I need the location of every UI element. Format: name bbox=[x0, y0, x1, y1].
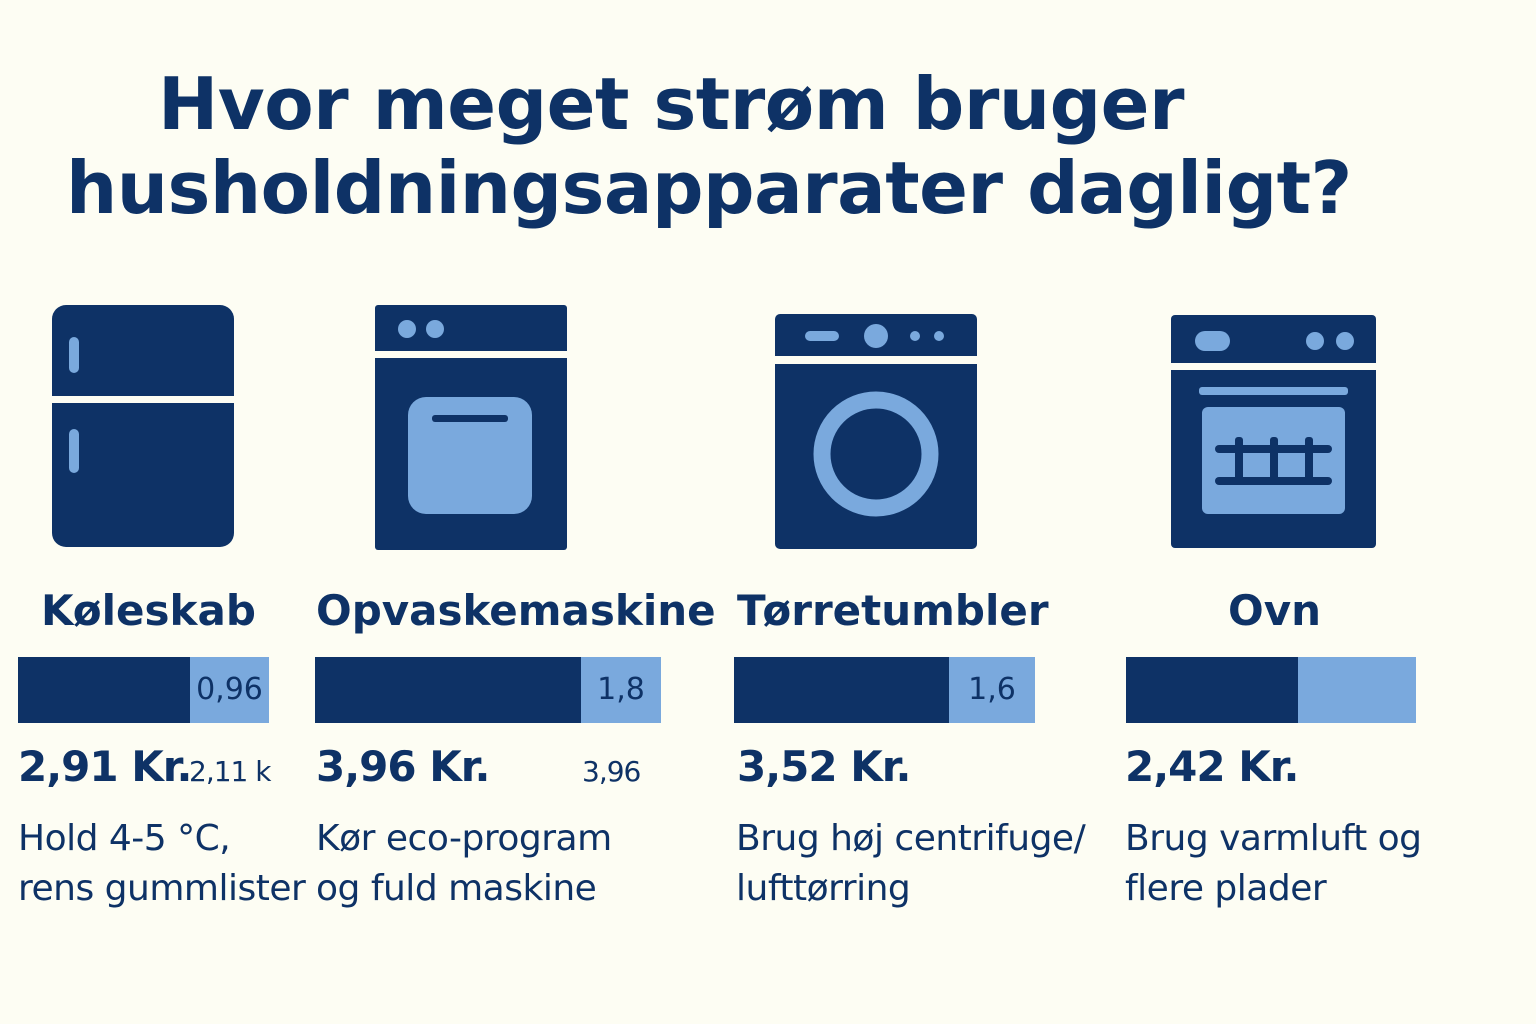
tip-line: rens gummlister bbox=[18, 868, 306, 909]
tip-torretumbler: Brug høj centrifuge/ lufttørring bbox=[736, 814, 1086, 914]
tip-line: Kør eco-program bbox=[316, 818, 612, 859]
cost-torretumbler: 3,52 Kr. bbox=[737, 742, 911, 791]
usage-bar-ovn bbox=[1126, 657, 1416, 723]
oven-icon bbox=[1171, 315, 1376, 548]
appliance-name-ovn: Ovn bbox=[1228, 586, 1321, 635]
cost-koleskab: 2,91 Kr. bbox=[18, 742, 192, 791]
tip-line: Hold 4-5 °C, bbox=[18, 818, 231, 859]
usage-bar-opvaskemaskine: 1,8 bbox=[315, 657, 661, 723]
usage-bar-dark-segment bbox=[734, 657, 949, 723]
usage-bar-label: 0,96 bbox=[190, 657, 269, 723]
tip-line: og fuld maskine bbox=[316, 868, 597, 909]
page-title: Hvor meget strøm bruger husholdningsappa… bbox=[0, 62, 1536, 230]
usage-bar-label: 1,6 bbox=[949, 657, 1035, 723]
usage-bar-dark-segment bbox=[315, 657, 581, 723]
dishwasher-icon bbox=[375, 305, 567, 550]
fridge-icon bbox=[52, 305, 234, 547]
tip-ovn: Brug varmluft og flere plader bbox=[1125, 814, 1422, 914]
appliance-name-opvaskemaskine: Opvaskemaskine bbox=[316, 586, 716, 635]
appliance-name-torretumbler: Tørretumbler bbox=[737, 586, 1049, 635]
title-line-1: Hvor meget strøm bruger bbox=[158, 62, 1184, 146]
tip-line: Brug høj centrifuge/ bbox=[736, 818, 1086, 859]
usage-bar-torretumbler: 1,6 bbox=[734, 657, 1035, 723]
tip-line: Brug varmluft og bbox=[1125, 818, 1422, 859]
title-line-2: husholdningsapparater dagligt? bbox=[66, 146, 1352, 230]
secondary-value-koleskab: 2,11 k bbox=[189, 755, 271, 788]
tip-line: lufttørring bbox=[736, 868, 911, 909]
usage-bar-dark-segment bbox=[18, 657, 190, 723]
usage-bar-dark-segment bbox=[1126, 657, 1298, 723]
secondary-value-opvaskemaskine: 3,96 bbox=[582, 755, 641, 788]
tumble-dryer-icon bbox=[775, 314, 977, 549]
tip-koleskab: Hold 4-5 °C, rens gummlister bbox=[18, 814, 306, 914]
usage-bar-koleskab: 0,96 bbox=[18, 657, 269, 723]
usage-bar-label bbox=[1298, 657, 1416, 723]
appliance-name-koleskab: Køleskab bbox=[41, 586, 256, 635]
cost-ovn: 2,42 Kr. bbox=[1125, 742, 1299, 791]
tip-opvaskemaskine: Kør eco-program og fuld maskine bbox=[316, 814, 612, 914]
cost-opvaskemaskine: 3,96 Kr. bbox=[316, 742, 490, 791]
usage-bar-label: 1,8 bbox=[581, 657, 661, 723]
tip-line: flere plader bbox=[1125, 868, 1327, 909]
